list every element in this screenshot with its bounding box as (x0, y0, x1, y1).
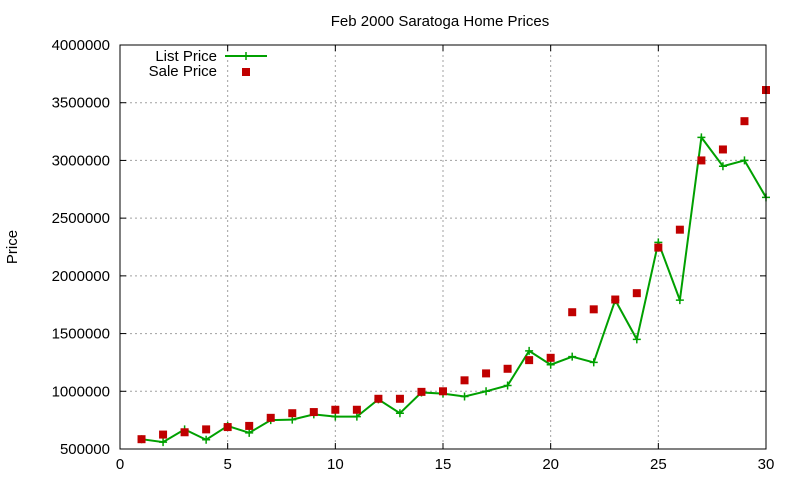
data-point (589, 358, 598, 367)
data-point (331, 405, 340, 414)
data-point (654, 243, 663, 252)
x-tick-label: 20 (542, 456, 559, 473)
legend-marker-list-price (242, 52, 250, 60)
data-point (546, 360, 555, 369)
data-point (482, 369, 491, 378)
data-point (675, 225, 684, 234)
data-point (245, 428, 254, 437)
axis-ticks: 0 5 10 15 20 25 30 500000 1000000 1500000 2000000 2… (52, 37, 775, 473)
y-tick-label: 2500000 (52, 210, 110, 227)
data-point (568, 352, 577, 361)
data-point (439, 387, 447, 396)
data-point (417, 387, 426, 396)
legend-marker-sale-price (242, 68, 250, 76)
x-tick-label: 0 (116, 456, 124, 473)
data-point (589, 305, 598, 314)
data-point (718, 145, 727, 154)
data-point (740, 117, 749, 126)
y-axis-label: Price (4, 230, 21, 264)
x-tick-label: 30 (758, 456, 775, 473)
data-point (568, 308, 577, 317)
y-tick-label: 2000000 (52, 268, 110, 285)
data-point (546, 353, 555, 362)
series-sale-price (137, 86, 770, 444)
data-point (331, 412, 340, 421)
data-point (137, 435, 146, 444)
data-point (159, 438, 168, 447)
y-tick-label: 3500000 (52, 95, 110, 112)
data-point (525, 346, 534, 355)
data-point (352, 412, 361, 421)
series-line (141, 134, 767, 444)
data-point (632, 335, 641, 344)
data-point (697, 133, 706, 142)
plot-frame (119, 44, 767, 450)
data-point (718, 162, 727, 171)
data-point (503, 364, 512, 373)
data-point (202, 425, 211, 434)
data-point (525, 356, 534, 365)
y-tick-label: 1500000 (52, 326, 110, 343)
x-tick-label: 10 (327, 456, 344, 473)
data-point (503, 381, 512, 390)
data-point (395, 394, 404, 403)
data-point (159, 430, 168, 439)
data-point (482, 387, 491, 396)
y-tick-label: 4000000 (52, 37, 110, 54)
data-point (288, 409, 297, 418)
y-tick-label: 500000 (60, 441, 110, 458)
data-point (374, 394, 383, 403)
data-point (180, 428, 189, 437)
x-tick-label: 5 (223, 456, 231, 473)
data-point (202, 435, 211, 444)
grid-lines (120, 45, 766, 449)
legend-label-list-price: List Price (155, 48, 217, 65)
data-point (245, 421, 254, 430)
data-point (697, 156, 706, 165)
data-point (223, 423, 232, 432)
data-point (395, 409, 404, 418)
data-point (740, 156, 749, 165)
data-point (460, 376, 469, 385)
data-point (632, 289, 641, 298)
data-point (266, 413, 275, 422)
series-layer (137, 86, 770, 447)
data-point (460, 392, 469, 401)
data-point (675, 296, 684, 305)
y-tick-label: 3000000 (52, 152, 110, 169)
x-tick-label: 25 (650, 456, 667, 473)
x-tick-label: 15 (435, 456, 452, 473)
y-tick-label: 1000000 (52, 383, 110, 400)
legend-label-sale-price: Sale Price (149, 63, 217, 80)
data-point (611, 295, 620, 304)
series-list-price (137, 133, 770, 447)
data-point (309, 408, 318, 417)
legend: List Price Sale Price (149, 48, 267, 80)
chart-title: Feb 2000 Saratoga Home Prices (331, 13, 549, 30)
data-point (352, 405, 361, 414)
